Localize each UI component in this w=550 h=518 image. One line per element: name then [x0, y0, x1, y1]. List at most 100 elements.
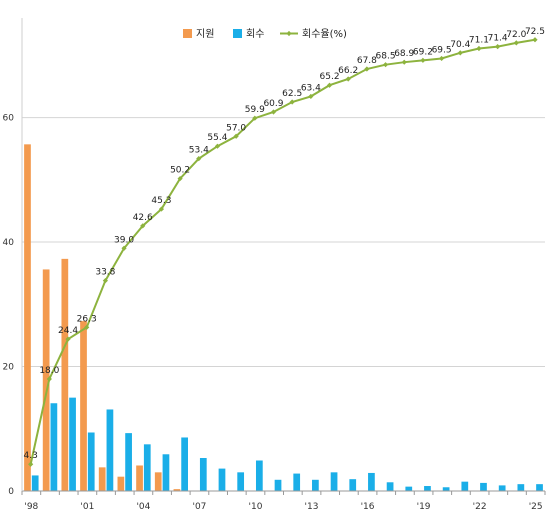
legend-label: 지원 — [196, 28, 214, 40]
rate-data-label: 71.1 — [469, 35, 489, 45]
rate-point — [177, 175, 183, 182]
x-tick-label: '01 — [80, 502, 94, 512]
rate-point — [532, 37, 538, 43]
bar-support — [24, 144, 31, 491]
axes: 0 20 40 60 '98 '01 '04 '07 '10 '13 '16 '19 '22 '25 — [3, 18, 546, 512]
rate-data-label: 68.5 — [376, 52, 396, 62]
bar-recovery — [181, 437, 188, 491]
bar-recovery — [349, 479, 357, 491]
rate-data-label: 70.4 — [450, 40, 470, 50]
x-tick-label: '13 — [305, 502, 319, 512]
rate-point — [457, 50, 463, 56]
rate-point — [345, 76, 351, 82]
x-tick-label: '25 — [529, 502, 543, 512]
rate-data-label: 71.4 — [488, 34, 508, 44]
rate-point — [438, 55, 445, 62]
bar-recovery — [125, 433, 132, 491]
bar-recovery — [498, 485, 506, 491]
rate-data-label: 39.0 — [114, 235, 134, 245]
bar-recovery — [162, 454, 170, 491]
rate-data-label: 69.5 — [432, 45, 452, 55]
rate-data-label: 4.3 — [24, 451, 38, 461]
rate-data-label: 66.2 — [338, 66, 358, 76]
rate-data-label: 63.4 — [301, 83, 321, 93]
legend-marker — [286, 30, 292, 37]
bar-support — [80, 321, 87, 491]
bar-recovery — [87, 432, 95, 491]
rate-point — [28, 461, 34, 467]
rate-point — [513, 40, 519, 46]
rate-point — [308, 93, 314, 100]
recovery-rate-line: 4.3 18.0 24.4 26.3 33.8 39.0 42.6 45.3 50.2 53.4 5… — [24, 27, 545, 467]
bar-support — [173, 489, 181, 491]
rate-point — [476, 45, 482, 52]
rate-data-label: 18.0 — [39, 366, 59, 376]
bar-support — [136, 465, 143, 491]
bars — [24, 144, 543, 491]
rate-data-label: 65.2 — [320, 72, 340, 82]
bar-recovery — [442, 487, 450, 491]
bar-recovery — [424, 486, 431, 491]
bar-recovery — [330, 472, 338, 491]
rate-point — [401, 59, 407, 65]
rate-point — [270, 109, 277, 115]
legend: 지원 회수 회수율(%) — [183, 28, 347, 40]
rate-point — [382, 62, 389, 68]
rate-data-label: 67.8 — [357, 56, 377, 66]
bar-recovery — [312, 479, 319, 491]
rate-line-path — [29, 38, 536, 465]
bar-recovery — [480, 482, 487, 491]
rate-data-label: 50.2 — [170, 166, 190, 176]
bar-recovery — [143, 444, 151, 491]
rate-point — [289, 99, 295, 105]
legend-swatch — [233, 29, 242, 38]
rate-data-label: 69.2 — [413, 47, 433, 57]
rate-data-label: 55.4 — [207, 133, 227, 143]
rate-data-label: 59.9 — [245, 105, 265, 115]
rate-point — [196, 156, 202, 162]
bar-recovery — [237, 472, 245, 491]
bar-recovery — [274, 479, 282, 491]
legend-label: 회수율(%) — [302, 28, 347, 40]
bar-support — [42, 269, 50, 491]
bar-support — [61, 258, 69, 491]
bar-recovery — [405, 486, 413, 491]
rate-point — [102, 278, 108, 284]
bar-recovery — [218, 468, 226, 491]
rate-point — [46, 376, 52, 382]
rate-point — [84, 324, 90, 330]
rate-data-label: 45.3 — [151, 196, 171, 206]
bar-recovery — [293, 473, 301, 491]
rate-point — [140, 223, 146, 229]
rate-point — [495, 44, 501, 50]
rate-point — [121, 245, 127, 251]
rate-data-label: 26.3 — [77, 314, 97, 324]
gridlines — [22, 117, 545, 368]
bar-recovery — [106, 409, 114, 491]
bar-recovery — [368, 472, 375, 491]
rate-data-label: 72.0 — [506, 30, 526, 40]
bar-recovery — [31, 475, 39, 491]
rate-point — [420, 57, 426, 63]
rate-point — [364, 66, 370, 72]
rate-point — [326, 82, 333, 88]
rate-data-label: 62.5 — [282, 89, 302, 99]
legend-label: 회수 — [246, 28, 264, 40]
y-tick-label: 40 — [3, 238, 15, 248]
bar-recovery — [461, 481, 469, 491]
bar-recovery — [517, 484, 525, 491]
y-tick-label: 60 — [3, 114, 15, 124]
y-tick-label: 20 — [3, 363, 15, 373]
rate-data-label: 53.4 — [189, 146, 209, 156]
rate-data-label: 42.6 — [133, 213, 153, 223]
bar-recovery — [386, 482, 394, 491]
y-tick-label: 0 — [8, 487, 14, 497]
x-tick-label: '98 — [24, 502, 38, 512]
bar-recovery — [50, 403, 58, 491]
bar-recovery — [255, 460, 263, 491]
x-tick-label: '16 — [361, 502, 375, 512]
rate-data-label: 24.4 — [58, 326, 78, 336]
rate-data-label: 68.9 — [394, 49, 414, 59]
